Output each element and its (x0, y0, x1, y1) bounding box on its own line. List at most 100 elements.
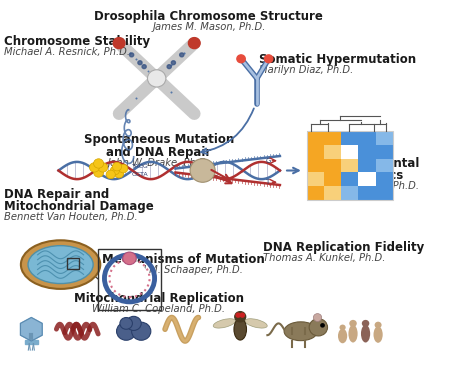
Circle shape (235, 312, 246, 322)
Bar (342, 159, 359, 172)
Circle shape (189, 38, 200, 49)
Text: Environmental: Environmental (324, 157, 420, 170)
Circle shape (110, 166, 120, 175)
Ellipse shape (213, 319, 235, 328)
Ellipse shape (245, 319, 267, 328)
Circle shape (339, 325, 346, 330)
Bar (324, 172, 342, 186)
Text: Mitochondrial Damage: Mitochondrial Damage (4, 200, 154, 213)
Circle shape (171, 61, 176, 65)
Text: Spontaneous Mutation: Spontaneous Mutation (84, 133, 234, 146)
Circle shape (113, 38, 125, 49)
Text: Drosophila Chromosome Structure: Drosophila Chromosome Structure (94, 10, 324, 23)
Bar (376, 145, 393, 159)
Text: Thomas A. Kunkel, Ph.D.: Thomas A. Kunkel, Ph.D. (263, 253, 386, 263)
Circle shape (120, 318, 132, 329)
Bar (324, 159, 342, 172)
Circle shape (362, 320, 369, 327)
Circle shape (126, 316, 141, 330)
Circle shape (236, 313, 240, 317)
Ellipse shape (338, 328, 347, 343)
Circle shape (313, 314, 322, 321)
Circle shape (265, 55, 273, 63)
Circle shape (138, 61, 142, 65)
Text: William C. Copeland, Ph.D.: William C. Copeland, Ph.D. (92, 304, 225, 314)
Text: Douglas Bell, Ph.D.: Douglas Bell, Ph.D. (324, 181, 419, 191)
Bar (324, 131, 342, 145)
Circle shape (349, 320, 357, 327)
Circle shape (94, 159, 104, 168)
Circle shape (117, 322, 136, 340)
Bar (324, 145, 342, 159)
Ellipse shape (284, 322, 318, 341)
Text: T: T (266, 179, 270, 185)
Text: CGTA: CGTA (131, 172, 148, 177)
Text: DNA Repair and: DNA Repair and (4, 188, 109, 201)
Circle shape (190, 159, 215, 182)
Bar (359, 159, 376, 172)
Circle shape (131, 322, 151, 340)
Ellipse shape (374, 326, 382, 343)
Bar (98, 249, 161, 310)
Circle shape (309, 319, 328, 336)
Bar (376, 159, 393, 172)
Text: Genomics: Genomics (340, 169, 404, 182)
Bar (359, 186, 376, 200)
Circle shape (142, 65, 146, 69)
Circle shape (167, 65, 171, 69)
Circle shape (123, 252, 136, 265)
Ellipse shape (234, 318, 247, 340)
Text: and DNA Repair: and DNA Repair (106, 146, 212, 159)
Bar (376, 131, 393, 145)
Circle shape (321, 324, 324, 327)
Circle shape (111, 261, 148, 296)
Bar (342, 172, 359, 186)
Circle shape (240, 313, 244, 317)
Text: Michael A. Resnick, Ph.D.: Michael A. Resnick, Ph.D. (4, 47, 130, 57)
Bar (67, 258, 79, 269)
Text: Chromosome Stability: Chromosome Stability (4, 35, 150, 48)
Text: Mitochondrial Replication: Mitochondrial Replication (74, 292, 244, 305)
Text: Mechanisms of Mutation: Mechanisms of Mutation (103, 253, 265, 266)
Bar (342, 145, 359, 159)
Bar (376, 172, 393, 186)
Circle shape (112, 162, 122, 171)
Bar (359, 172, 376, 186)
Bar (25, 340, 38, 344)
Circle shape (148, 70, 166, 87)
Text: John W. Drake, Ph.D.: John W. Drake, Ph.D. (108, 158, 210, 168)
Bar (359, 145, 376, 159)
Bar (376, 186, 393, 200)
Text: Marilyn Diaz, Ph.D.: Marilyn Diaz, Ph.D. (259, 65, 353, 75)
Ellipse shape (28, 246, 93, 283)
Ellipse shape (361, 325, 370, 343)
Circle shape (237, 55, 245, 63)
Bar (307, 159, 324, 172)
Text: DNA Replication Fidelity: DNA Replication Fidelity (263, 241, 424, 254)
Ellipse shape (21, 240, 100, 289)
Bar (307, 172, 324, 186)
Circle shape (94, 168, 104, 177)
Circle shape (374, 322, 382, 328)
Circle shape (130, 53, 134, 57)
Bar (307, 186, 324, 200)
Text: G: G (266, 158, 270, 164)
Text: James M. Mason, Ph.D.: James M. Mason, Ph.D. (152, 22, 266, 32)
Text: TACG: TACG (131, 164, 149, 169)
Circle shape (106, 170, 115, 179)
Text: Bennett Van Houten, Ph.D.: Bennett Van Houten, Ph.D. (4, 212, 138, 222)
Ellipse shape (348, 325, 358, 343)
Bar (342, 131, 359, 145)
Bar (342, 186, 359, 200)
Text: Somatic Hypermutation: Somatic Hypermutation (259, 53, 416, 66)
Circle shape (114, 169, 124, 178)
Circle shape (98, 163, 108, 172)
Bar (324, 186, 342, 200)
Text: Roel M. Schaaper, Ph.D.: Roel M. Schaaper, Ph.D. (124, 265, 243, 275)
Bar (307, 131, 393, 200)
Bar (359, 131, 376, 145)
Bar (307, 145, 324, 159)
Circle shape (180, 53, 184, 57)
Bar (307, 131, 324, 145)
Circle shape (119, 164, 128, 173)
